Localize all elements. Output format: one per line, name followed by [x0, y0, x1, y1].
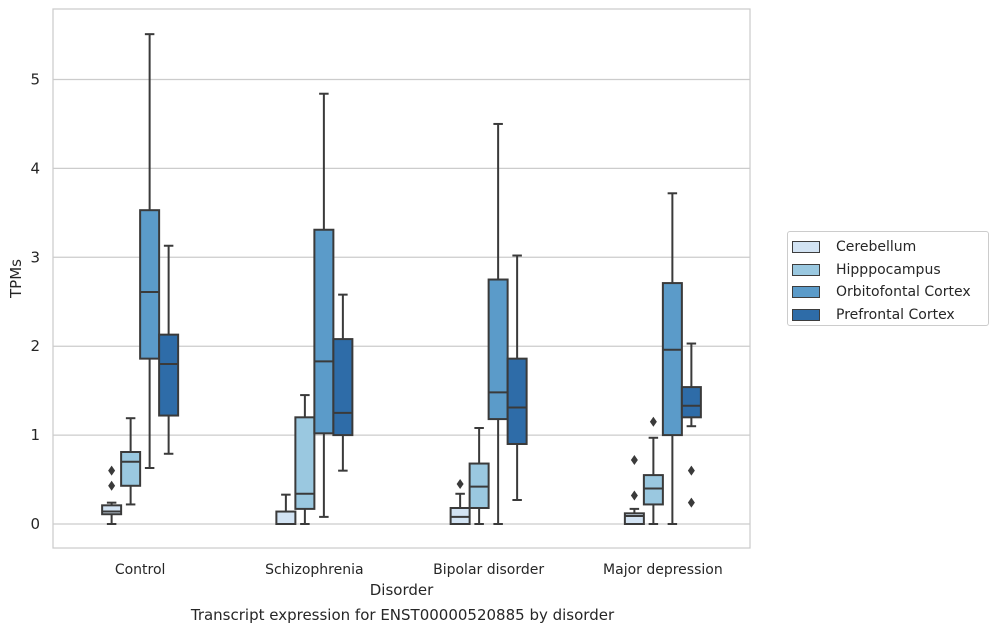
iqr-box	[158, 333, 180, 417]
legend-swatch	[792, 308, 820, 321]
box-cerebellum	[449, 478, 471, 525]
y-tick-label: 4	[30, 159, 40, 177]
legend-item: Cerebellum	[792, 236, 988, 259]
box-cerebellum	[101, 465, 123, 525]
box-orbitofontal-cortex	[661, 192, 683, 525]
iqr-box	[506, 357, 528, 445]
box-prefrontal-cortex	[332, 293, 354, 472]
x-tick-label: Bipolar disorder	[433, 562, 544, 578]
iqr-box	[332, 338, 354, 437]
iqr-box	[275, 510, 297, 525]
y-tick-label: 2	[30, 337, 40, 355]
box-prefrontal-cortex	[506, 254, 528, 501]
box-cerebellum	[623, 454, 645, 525]
box-orbitofontal-cortex	[487, 122, 509, 525]
legend-item: Prefrontal Cortex	[792, 304, 988, 327]
outlier-point	[630, 490, 638, 501]
x-tick-label: Major depression	[603, 562, 723, 578]
y-tick-labels: 0 1 2 3 4 5	[30, 71, 40, 534]
box-orbitofontal-cortex	[139, 33, 161, 469]
chart-caption: Transcript expression for ENST0000052088…	[190, 606, 615, 624]
legend-swatch	[792, 286, 820, 299]
iqr-box	[139, 209, 161, 360]
legend-label: Prefrontal Cortex	[836, 306, 955, 323]
x-axis-label: Disorder	[370, 581, 434, 599]
y-tick-label: 5	[30, 71, 40, 89]
legend-label: Orbitofontal Cortex	[836, 284, 971, 301]
y-tick-label: 0	[30, 515, 40, 533]
boxplot-boxes	[101, 33, 702, 525]
legend-item: Orbitofontal Cortex	[792, 281, 988, 304]
box-cerebellum	[275, 493, 297, 525]
outlier-point	[108, 480, 116, 491]
iqr-box	[661, 282, 683, 437]
outlier-point	[630, 454, 638, 465]
iqr-box	[680, 386, 702, 419]
legend-swatch	[792, 263, 820, 276]
outlier-point	[687, 497, 695, 508]
box-hipppocampus	[120, 417, 142, 506]
iqr-box	[313, 228, 335, 435]
box-hipppocampus	[642, 416, 664, 525]
x-tick-labels: Control Schizophrenia Bipolar disorder Majo…	[115, 562, 723, 578]
legend: Cerebellum Hipppocampus Orbitofontal Corte…	[787, 231, 989, 326]
box-prefrontal-cortex	[680, 342, 702, 508]
x-tick-label: Schizophrenia	[265, 562, 363, 578]
outlier-point	[649, 416, 657, 427]
x-tick-label: Control	[115, 562, 166, 578]
iqr-box	[101, 504, 123, 516]
iqr-box	[120, 450, 142, 487]
iqr-box	[642, 474, 664, 506]
legend-label: Cerebellum	[836, 239, 917, 256]
box-prefrontal-cortex	[158, 244, 180, 455]
legend-swatch	[792, 241, 820, 254]
y-axis-label: TPMs	[7, 259, 25, 299]
box-orbitofontal-cortex	[313, 92, 335, 518]
iqr-box	[294, 416, 316, 510]
iqr-box	[623, 512, 645, 525]
box-hipppocampus	[468, 426, 490, 525]
outlier-point	[456, 478, 464, 489]
legend-label: Hipppocampus	[836, 261, 941, 278]
box-hipppocampus	[294, 394, 316, 525]
plot-frame	[52, 8, 751, 549]
legend-item: Hipppocampus	[792, 259, 988, 282]
y-tick-label: 1	[30, 426, 40, 444]
iqr-box	[487, 278, 509, 421]
outlier-point	[687, 465, 695, 476]
outlier-point	[108, 465, 116, 476]
y-tick-label: 3	[30, 248, 40, 266]
